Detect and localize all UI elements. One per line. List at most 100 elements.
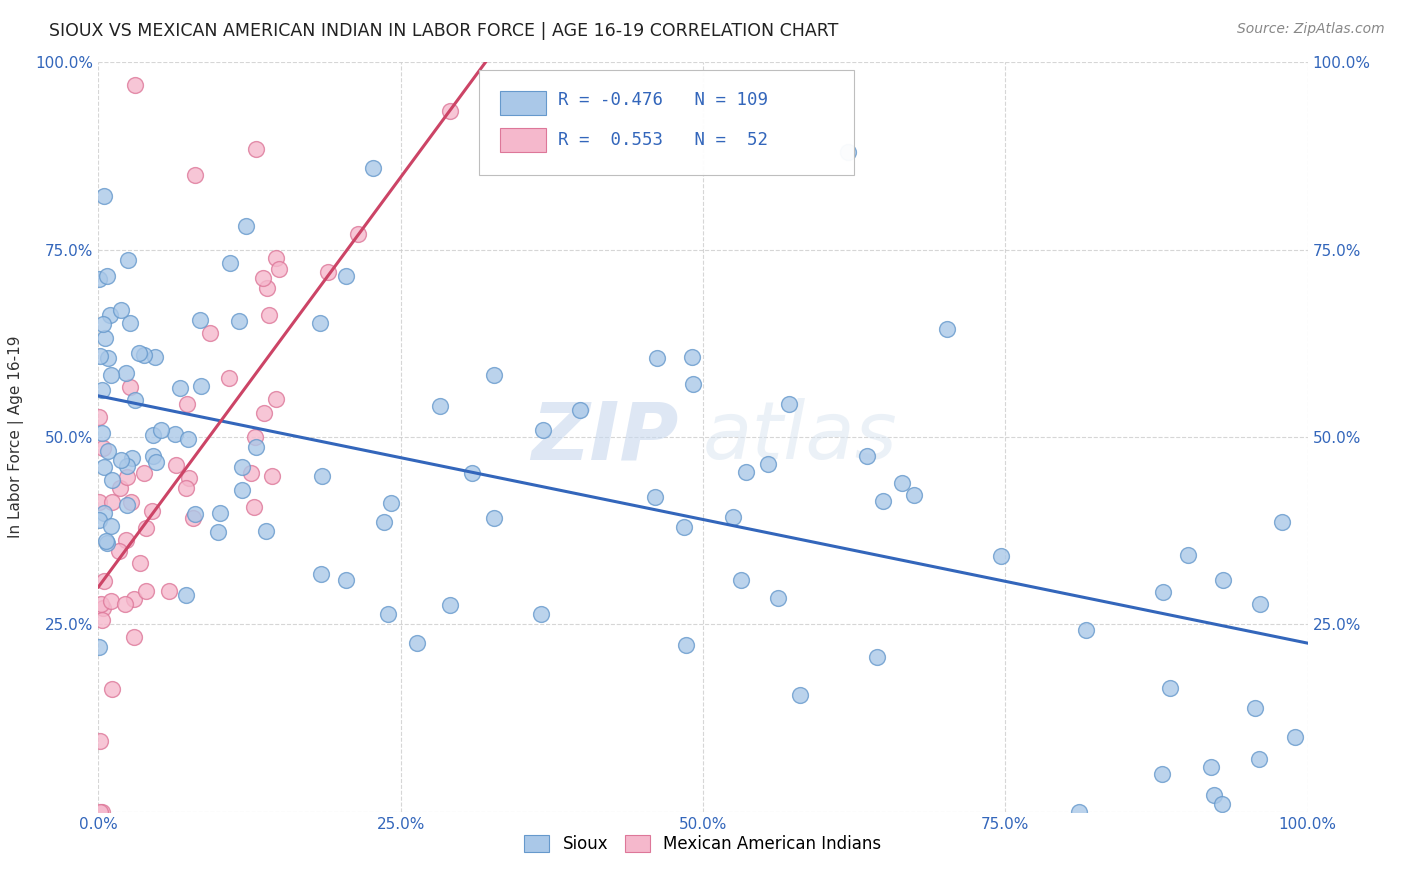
Point	[98, 308, 121, 322]
Point	[101, 474, 124, 488]
Point	[219, 255, 242, 269]
Point	[242, 500, 264, 514]
Point	[157, 584, 180, 599]
Point	[184, 168, 207, 182]
Point	[245, 441, 267, 455]
Point	[1152, 767, 1174, 781]
Point	[142, 449, 165, 463]
Point	[176, 397, 198, 411]
Point	[253, 406, 276, 420]
Point	[177, 432, 200, 446]
Point	[108, 481, 131, 495]
Point	[183, 507, 205, 521]
Point	[117, 252, 139, 267]
Point	[143, 350, 166, 364]
Point	[482, 368, 505, 383]
Point	[93, 189, 115, 203]
Point	[177, 471, 200, 485]
Point	[872, 493, 894, 508]
Point	[855, 449, 877, 463]
Point	[439, 598, 461, 612]
Point	[890, 475, 912, 490]
Point	[117, 459, 139, 474]
Point	[1211, 797, 1233, 811]
Point	[169, 381, 191, 395]
Point	[1152, 585, 1174, 599]
Point	[533, 423, 555, 437]
Point	[530, 607, 553, 622]
Point	[935, 322, 957, 336]
Point	[190, 379, 212, 393]
Y-axis label: In Labor Force | Age 16-19: In Labor Force | Age 16-19	[8, 335, 24, 539]
Point	[110, 453, 132, 467]
Point	[120, 380, 142, 394]
Point	[1244, 701, 1267, 715]
Point	[1159, 681, 1181, 696]
Point	[198, 326, 221, 340]
Point	[644, 491, 666, 505]
Point	[335, 269, 357, 284]
Point	[218, 370, 240, 384]
Point	[568, 402, 591, 417]
Point	[866, 650, 889, 665]
Point	[756, 457, 779, 471]
Point	[429, 400, 451, 414]
Point	[730, 574, 752, 588]
Point	[114, 597, 136, 611]
Point	[163, 427, 186, 442]
Text: Source: ZipAtlas.com: Source: ZipAtlas.com	[1237, 22, 1385, 37]
Point	[100, 594, 122, 608]
Point	[93, 506, 115, 520]
Point	[96, 533, 118, 548]
Point	[1212, 574, 1234, 588]
Point	[90, 805, 112, 819]
Point	[120, 495, 142, 509]
Text: SIOUX VS MEXICAN AMERICAN INDIAN IN LABOR FORCE | AGE 16-19 CORRELATION CHART: SIOUX VS MEXICAN AMERICAN INDIAN IN LABO…	[49, 22, 838, 40]
Point	[142, 428, 165, 442]
Point	[1199, 760, 1222, 774]
Point	[93, 460, 115, 475]
Point	[149, 423, 172, 437]
Point	[100, 519, 122, 533]
Point	[1074, 623, 1097, 637]
Point	[132, 348, 155, 362]
Point	[316, 265, 339, 279]
Point	[675, 638, 697, 652]
Point	[91, 317, 114, 331]
Point	[90, 383, 112, 397]
Text: atlas: atlas	[703, 398, 898, 476]
Point	[208, 506, 231, 520]
Point	[1249, 597, 1271, 611]
Point	[124, 78, 146, 92]
Point	[96, 269, 118, 284]
Point	[107, 543, 129, 558]
Point	[672, 520, 695, 534]
Point	[94, 331, 117, 345]
Point	[89, 349, 111, 363]
Point	[264, 392, 287, 406]
Point	[439, 103, 461, 118]
Point	[405, 636, 427, 650]
Point	[89, 734, 111, 748]
Point	[174, 481, 197, 495]
Point	[903, 487, 925, 501]
Point	[91, 601, 114, 615]
Point	[990, 549, 1012, 564]
Point	[1271, 515, 1294, 529]
Point	[335, 573, 357, 587]
Point	[128, 346, 150, 360]
Point	[1284, 730, 1306, 744]
Point	[87, 495, 110, 509]
Point	[228, 314, 250, 328]
Point	[122, 592, 145, 607]
Point	[134, 467, 156, 481]
Point	[1069, 805, 1091, 819]
Point	[90, 613, 112, 627]
Point	[482, 510, 505, 524]
Point	[380, 495, 402, 509]
Point	[90, 597, 112, 611]
Point	[723, 510, 745, 524]
Point	[243, 430, 266, 444]
Point	[645, 351, 668, 365]
Point	[165, 458, 187, 473]
